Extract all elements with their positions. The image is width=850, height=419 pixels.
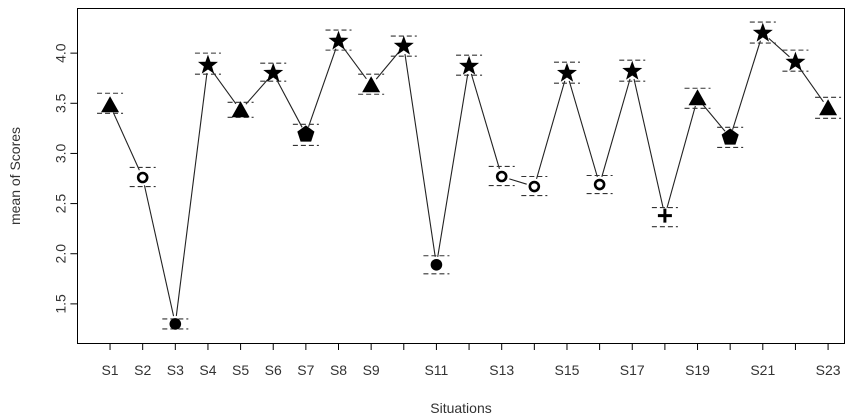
x-tick-label: S21 bbox=[750, 362, 775, 378]
data-point-12 bbox=[459, 55, 480, 75]
line-segment bbox=[245, 78, 269, 105]
x-tick-label: S17 bbox=[620, 362, 645, 378]
plot-frame bbox=[77, 8, 845, 344]
data-point-23 bbox=[819, 99, 838, 116]
line-segment bbox=[276, 79, 303, 128]
y-axis-label: mean of Scores bbox=[7, 127, 23, 225]
line-segment bbox=[666, 105, 696, 209]
x-tick-label: S19 bbox=[685, 362, 710, 378]
series-line bbox=[112, 37, 824, 317]
y-tick-label: 3.0 bbox=[52, 143, 68, 163]
data-point-16 bbox=[593, 178, 606, 191]
y-axis: 1.5 2.0 2.5 3.0 3.5 4.0 bbox=[52, 43, 78, 314]
line-segment bbox=[375, 51, 400, 80]
x-tick-label: S1 bbox=[101, 362, 118, 378]
data-point-9 bbox=[362, 76, 381, 93]
y-tick-label: 1.5 bbox=[52, 294, 68, 314]
line-segment bbox=[799, 68, 824, 103]
data-points bbox=[101, 22, 838, 330]
x-axis: S1 S2 S3 S4 S5 S6 S7 S8 S9 S11 S13 S15 S17 S19 S21 S23 bbox=[101, 343, 841, 378]
data-point-14 bbox=[528, 180, 541, 193]
data-point-8 bbox=[328, 30, 349, 50]
line-segment bbox=[404, 53, 436, 257]
line-segment bbox=[509, 178, 527, 185]
y-tick-label: 4.0 bbox=[52, 43, 68, 63]
data-point-6 bbox=[263, 62, 284, 82]
line-segment bbox=[601, 78, 631, 177]
data-point-20 bbox=[721, 128, 739, 145]
data-point-10 bbox=[393, 35, 414, 55]
data-point-15 bbox=[556, 62, 577, 82]
x-tick-label: S8 bbox=[330, 362, 347, 378]
line-segment bbox=[732, 40, 761, 130]
x-tick-label: S4 bbox=[199, 362, 216, 378]
x-tick-label: S6 bbox=[265, 362, 282, 378]
data-point-7 bbox=[297, 125, 315, 142]
line-segment bbox=[342, 47, 367, 80]
line-segment bbox=[536, 80, 566, 179]
x-tick-label: S15 bbox=[555, 362, 580, 378]
x-axis-label: Situations bbox=[430, 400, 491, 416]
line-segment bbox=[633, 78, 664, 208]
line-segment bbox=[143, 185, 175, 317]
data-point-18 bbox=[657, 208, 672, 223]
x-tick-label: S9 bbox=[363, 362, 380, 378]
line-segment bbox=[437, 73, 469, 257]
line-segment bbox=[112, 112, 140, 171]
x-tick-label: S3 bbox=[167, 362, 184, 378]
x-tick-label: S11 bbox=[424, 362, 448, 378]
data-point-17 bbox=[622, 60, 643, 80]
line-segment bbox=[768, 37, 790, 58]
line-segment bbox=[568, 80, 598, 178]
y-tick-label: 3.5 bbox=[52, 93, 68, 113]
x-tick-label: S7 bbox=[297, 362, 314, 378]
x-tick-label: S2 bbox=[134, 362, 151, 378]
x-tick-label: S23 bbox=[816, 362, 841, 378]
line-segment bbox=[702, 104, 726, 132]
data-point-4 bbox=[197, 54, 218, 74]
line-segment bbox=[212, 71, 237, 105]
data-point-13 bbox=[495, 170, 508, 183]
line-segment bbox=[175, 73, 208, 317]
data-point-1 bbox=[101, 96, 120, 113]
data-point-22 bbox=[785, 51, 806, 71]
data-point-5 bbox=[231, 101, 250, 118]
data-point-19 bbox=[688, 89, 707, 106]
data-point-11 bbox=[430, 258, 443, 271]
y-tick-label: 2.0 bbox=[52, 244, 68, 264]
x-tick-label: S5 bbox=[232, 362, 249, 378]
line-segment bbox=[470, 73, 500, 169]
line-segment bbox=[307, 48, 337, 128]
data-point-2 bbox=[136, 171, 149, 184]
data-point-21 bbox=[752, 22, 773, 42]
x-tick-label: S13 bbox=[489, 362, 514, 378]
y-tick-label: 2.5 bbox=[52, 194, 68, 214]
data-point-3 bbox=[169, 318, 182, 330]
